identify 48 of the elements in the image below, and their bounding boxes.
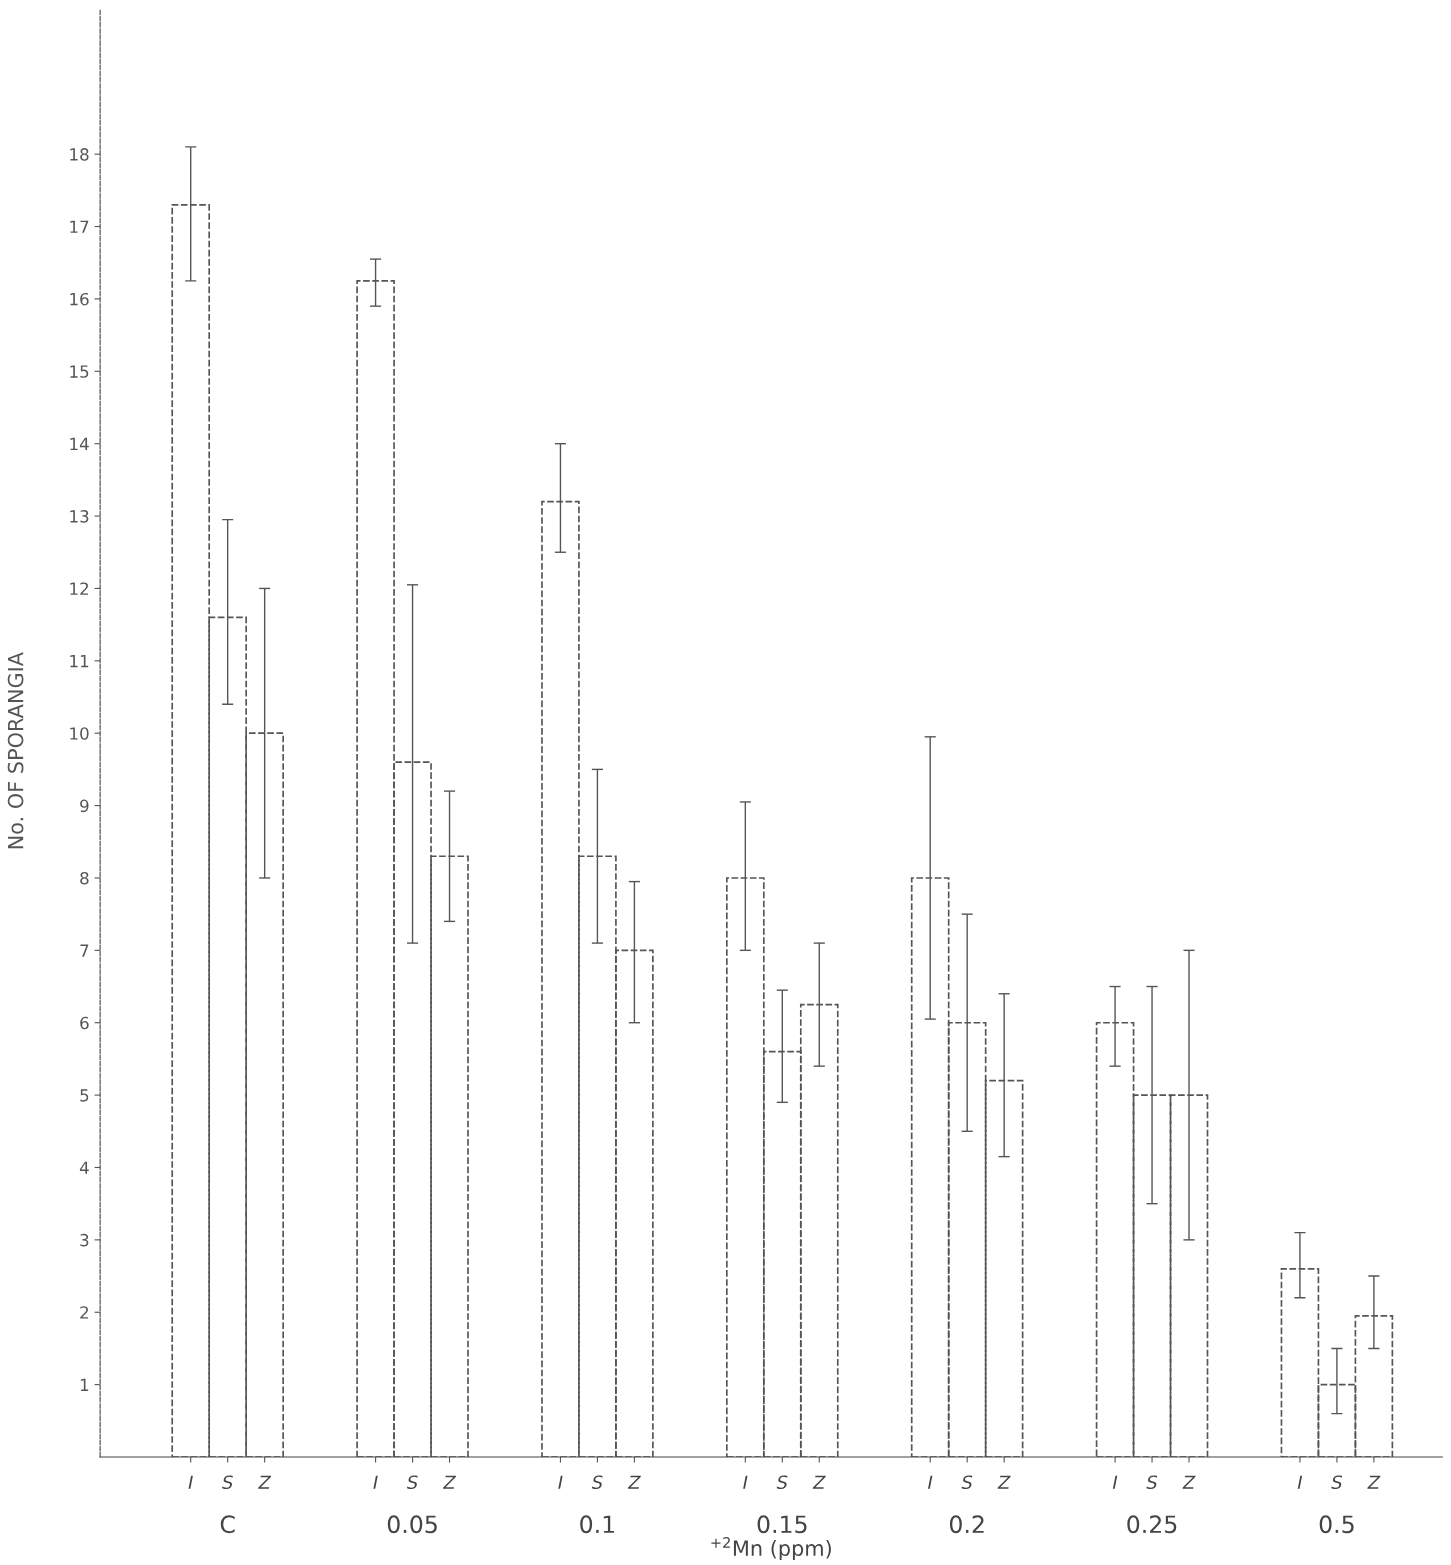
y-tick-label: 7 <box>80 944 89 957</box>
y-tick-label: 12 <box>70 582 89 595</box>
text: Z <box>442 1475 457 1489</box>
x-tick-label: 0.15 <box>757 1515 807 1534</box>
text: Z <box>1367 1475 1381 1489</box>
y-tick-label: 9 <box>80 799 89 813</box>
y-tick-label: 3 <box>80 1233 89 1247</box>
series-label: I <box>188 1475 193 1489</box>
text: I <box>928 1475 933 1489</box>
y-tick-label: 10 <box>70 727 89 740</box>
x-axis-title: $^{+2}$Mn (ppm) <box>711 1536 831 1561</box>
x-tick-label: C <box>220 1515 235 1534</box>
x-tick-label: 0.1 <box>580 1515 615 1534</box>
y-tick-label: 1 <box>80 1378 89 1391</box>
y-tick-label: 2 <box>80 1306 89 1319</box>
y-tick-label: 16 <box>70 292 89 306</box>
y-tick-label: 14 <box>70 437 89 451</box>
text: S <box>776 1475 788 1490</box>
text: S <box>406 1475 418 1490</box>
x-tick-label: 0.25 <box>1127 1515 1177 1534</box>
y-tick-label: 8 <box>80 871 89 885</box>
text: Z <box>627 1475 641 1489</box>
text: S <box>1331 1475 1343 1490</box>
y-axis-title: No. OF SPORANGIA <box>7 652 24 849</box>
y-tick-label: 13 <box>70 510 89 523</box>
y-tick-label: 17 <box>70 220 89 233</box>
text: S <box>1146 1475 1158 1490</box>
text: Z <box>1182 1475 1196 1489</box>
y-tick-label: 11 <box>70 655 89 668</box>
text: I <box>558 1475 563 1489</box>
y-tick-label: 4 <box>79 1161 89 1174</box>
text: Z <box>997 1475 1011 1489</box>
text: I <box>1112 1475 1118 1489</box>
text: I <box>1297 1475 1303 1489</box>
series-label: S <box>222 1475 233 1490</box>
x-tick-label: 0.05 <box>387 1515 437 1534</box>
x-tick-label: 0.5 <box>1319 1515 1354 1534</box>
y-tick-label: 5 <box>80 1089 89 1102</box>
y-tick-label: 15 <box>70 365 89 378</box>
text: I <box>743 1475 748 1489</box>
text: S <box>591 1475 603 1490</box>
text: Z <box>812 1475 826 1489</box>
y-tick-label: 6 <box>80 1016 89 1030</box>
x-tick-label: 0.2 <box>949 1515 984 1534</box>
y-tick-label: 18 <box>70 148 89 161</box>
series-label: Z <box>258 1475 272 1489</box>
text: S <box>961 1475 973 1490</box>
text: I <box>373 1475 378 1489</box>
